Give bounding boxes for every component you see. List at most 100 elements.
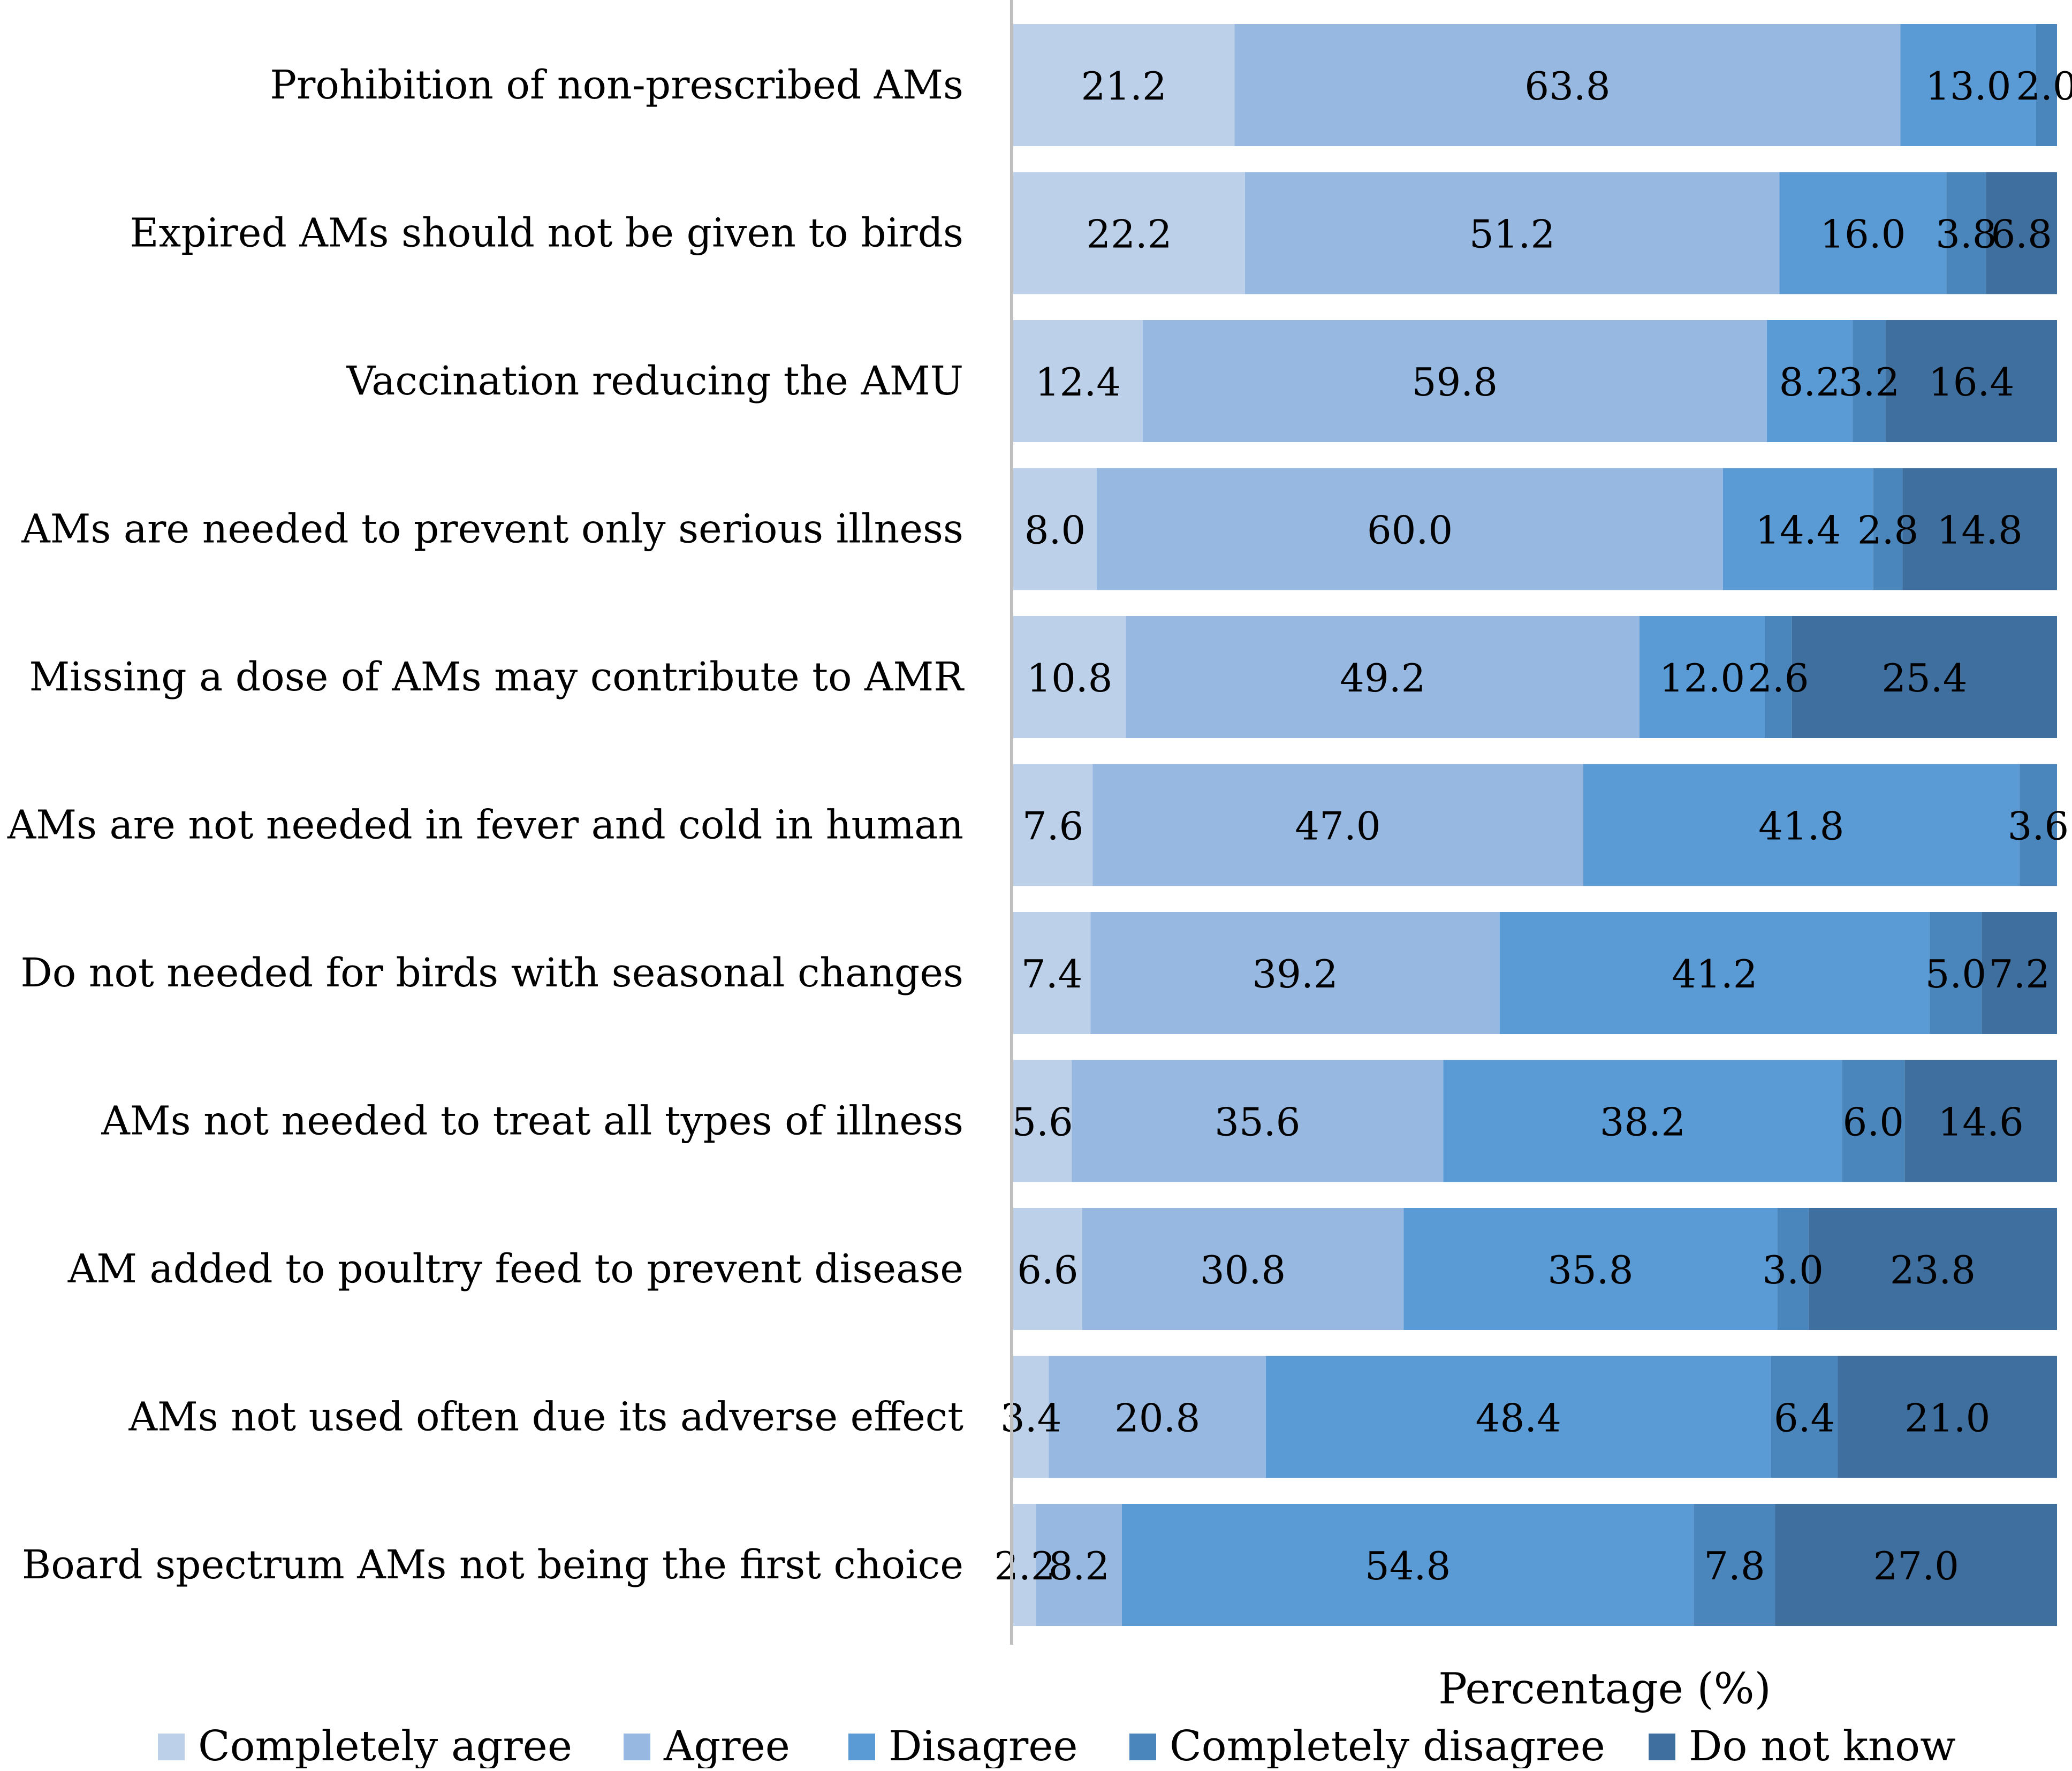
legend-swatch xyxy=(1649,1734,1675,1760)
bar-segment xyxy=(1265,1356,1771,1478)
bar-segment xyxy=(1808,1208,2057,1330)
bar-segment xyxy=(1092,764,1583,886)
category-label: Missing a dose of AMs may contribute to … xyxy=(29,654,965,700)
data-label: 35.6 xyxy=(1215,1100,1300,1145)
data-label: 3.8 xyxy=(1936,212,1997,257)
bar-segment xyxy=(1121,1504,1694,1626)
bar-segment xyxy=(1036,1504,1122,1626)
bar-segment xyxy=(2036,24,2057,146)
legend-swatch xyxy=(1129,1734,1156,1760)
legend-label: Do not know xyxy=(1689,1722,1956,1768)
data-label: 2.0 xyxy=(2016,64,2072,109)
legend-swatch xyxy=(624,1734,650,1760)
data-label: 7.4 xyxy=(1021,952,1083,997)
data-label: 35.8 xyxy=(1547,1248,1633,1293)
data-label: 16.4 xyxy=(1929,360,2014,405)
bar-segment xyxy=(1779,172,1947,294)
bar-segment xyxy=(1013,172,1245,294)
category-label: Board spectrum AMs not being the first c… xyxy=(22,1542,963,1588)
data-label: 47.0 xyxy=(1295,804,1380,849)
data-label: 21.0 xyxy=(1904,1396,1990,1441)
category-label: AM added to poultry feed to prevent dise… xyxy=(67,1246,963,1292)
data-label: 54.8 xyxy=(1365,1544,1451,1588)
data-label: 7.8 xyxy=(1704,1544,1765,1588)
bar-segment xyxy=(1013,24,1235,146)
bar-segment xyxy=(1873,468,1903,590)
data-label: 8.0 xyxy=(1024,508,1086,553)
legend: Completely agree Agree Disagree Completely … xyxy=(158,1722,1956,1770)
bar-segment xyxy=(1142,320,1767,442)
data-label: 3.6 xyxy=(2008,804,2069,849)
category-label: Expired AMs should not be given to birds xyxy=(130,210,963,256)
data-label: 14.8 xyxy=(1937,508,2023,553)
bar-segment xyxy=(1838,1356,2057,1478)
category-label: Vaccination reducing the AMU xyxy=(346,358,963,404)
data-label: 12.4 xyxy=(1035,360,1121,405)
bar-segment xyxy=(1013,616,1126,738)
bar-segment xyxy=(1640,616,1765,738)
data-label: 2.6 xyxy=(1748,656,1809,701)
legend-label: Completely disagree xyxy=(1170,1722,1605,1768)
category-label: AMs not needed to treat all types of ill… xyxy=(101,1098,963,1144)
data-label: 7.6 xyxy=(1022,804,1084,849)
bar-segment xyxy=(1946,172,1986,294)
bar-segment xyxy=(1013,468,1097,590)
category-label: AMs not used often due its adverse effec… xyxy=(128,1394,964,1440)
bar-segment xyxy=(1013,912,1091,1034)
bar-segment xyxy=(1583,764,2020,886)
data-label: 22.2 xyxy=(1086,212,1172,257)
data-label: 14.6 xyxy=(1938,1100,2023,1145)
bar-segment xyxy=(1126,616,1640,738)
data-label: 21.2 xyxy=(1081,64,1167,109)
category-labels-layer: Prohibition of non-prescribed AMs Expired… xyxy=(7,62,965,1588)
category-label: AMs are not needed in fever and cold in … xyxy=(7,802,963,848)
data-label: 16.0 xyxy=(1820,212,1906,257)
data-label: 60.0 xyxy=(1367,508,1453,553)
legend-label: Agree xyxy=(663,1722,790,1768)
bar-segment xyxy=(1723,468,1873,590)
legend-label: Completely agree xyxy=(198,1722,572,1768)
bar-segment xyxy=(1792,616,2057,738)
data-label: 2.2 xyxy=(994,1544,1056,1588)
bar-segment xyxy=(1904,1060,2057,1182)
bar-segment xyxy=(1244,172,1780,294)
bar-segment xyxy=(1013,1060,1072,1182)
bar-segment xyxy=(1013,1356,1049,1478)
data-label: 7.2 xyxy=(1989,952,2051,997)
data-label: 3.2 xyxy=(1839,360,1900,405)
category-label: Prohibition of non-prescribed AMs xyxy=(270,62,963,108)
x-axis-title: Percentage (%) xyxy=(1438,1664,1771,1714)
bars-layer xyxy=(1013,24,2057,1626)
data-label: 30.8 xyxy=(1200,1248,1286,1293)
data-label: 6.6 xyxy=(1017,1248,1079,1293)
data-label: 48.4 xyxy=(1476,1396,1561,1441)
data-label: 3.4 xyxy=(1000,1396,1062,1441)
bar-segment xyxy=(1902,468,2057,590)
data-label: 49.2 xyxy=(1340,656,1425,701)
data-label: 5.6 xyxy=(1012,1100,1073,1145)
data-label: 8.2 xyxy=(1049,1544,1110,1588)
bar-segment xyxy=(1982,912,2057,1034)
bar-segment xyxy=(1777,1208,1809,1330)
data-label: 5.0 xyxy=(1925,952,1987,997)
bar-segment xyxy=(1930,912,1982,1034)
data-label: 20.8 xyxy=(1114,1396,1200,1441)
bar-segment xyxy=(1842,1060,1905,1182)
category-label: AMs are needed to prevent only serious i… xyxy=(21,506,963,552)
legend-label: Disagree xyxy=(889,1722,1078,1768)
data-label: 6.4 xyxy=(1774,1396,1835,1441)
data-label: 10.8 xyxy=(1027,656,1112,701)
bar-segment xyxy=(1886,320,2057,442)
bar-segment xyxy=(1234,24,1901,146)
data-label: 39.2 xyxy=(1252,952,1338,997)
bar-segment xyxy=(1013,1504,1036,1626)
bar-segment xyxy=(1852,320,1886,442)
data-label: 63.8 xyxy=(1524,64,1610,109)
bar-segment xyxy=(1499,912,1930,1034)
data-label: 3.0 xyxy=(1762,1248,1824,1293)
bar-segment xyxy=(1013,764,1093,886)
category-label: Do not needed for birds with seasonal ch… xyxy=(20,950,963,996)
bar-segment xyxy=(1771,1356,1838,1478)
